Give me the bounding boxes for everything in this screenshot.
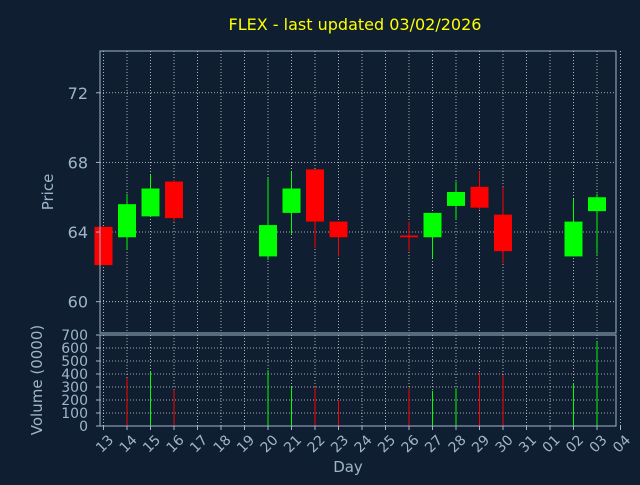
volume-panel-frame <box>99 334 617 427</box>
candle <box>564 198 583 257</box>
candle-body <box>259 225 277 257</box>
candle-body <box>165 181 183 219</box>
volume-bars <box>126 341 598 426</box>
price-axis: 60 64 68 72 <box>68 84 100 312</box>
candle <box>282 171 301 234</box>
candle <box>400 221 418 252</box>
candle-body <box>588 197 606 212</box>
volume-y-tick-label: 0 <box>79 419 88 435</box>
candle-body <box>494 214 512 252</box>
candle-body <box>141 188 160 217</box>
volume-axis-label: Volume (0000) <box>28 325 46 435</box>
candle-body <box>564 221 583 257</box>
candle-body <box>423 212 442 238</box>
candle-body <box>118 204 136 238</box>
candle-body <box>447 192 465 206</box>
candle-body <box>306 169 324 222</box>
candle-body <box>470 186 489 208</box>
volume-y-tick-label: 200 <box>61 393 88 409</box>
price-y-tick-label: 60 <box>68 293 88 312</box>
candle <box>494 186 512 264</box>
volume-y-tick-label: 400 <box>61 367 88 383</box>
candle-body <box>94 226 113 266</box>
price-axis-label: Price <box>39 174 57 211</box>
x-axis-label: Day <box>333 458 363 476</box>
volume-y-tick-label: 600 <box>61 341 88 357</box>
candle <box>118 193 136 250</box>
candle <box>470 171 489 210</box>
volume-y-tick-label: 700 <box>61 328 88 344</box>
price-y-tick-label: 68 <box>68 153 88 172</box>
price-y-tick-label: 64 <box>68 223 88 242</box>
price-candles <box>94 169 606 266</box>
chart-title: FLEX - last updated 03/02/2026 <box>229 15 482 34</box>
volume-y-tick-label: 300 <box>61 380 88 396</box>
candle <box>423 212 442 259</box>
candle <box>141 174 160 217</box>
price-y-tick-label: 72 <box>68 84 88 103</box>
candle <box>259 178 277 260</box>
candle <box>165 179 183 222</box>
volume-y-tick-label: 500 <box>61 354 88 370</box>
candle <box>329 221 348 257</box>
candle-body <box>400 235 418 238</box>
candle-body <box>329 221 348 238</box>
candle <box>94 226 113 266</box>
volume-y-tick-label: 100 <box>61 406 88 422</box>
candle <box>447 181 465 220</box>
price-panel-frame <box>99 50 617 334</box>
candle <box>306 169 324 248</box>
candle <box>588 193 606 255</box>
candle-body <box>282 188 301 213</box>
